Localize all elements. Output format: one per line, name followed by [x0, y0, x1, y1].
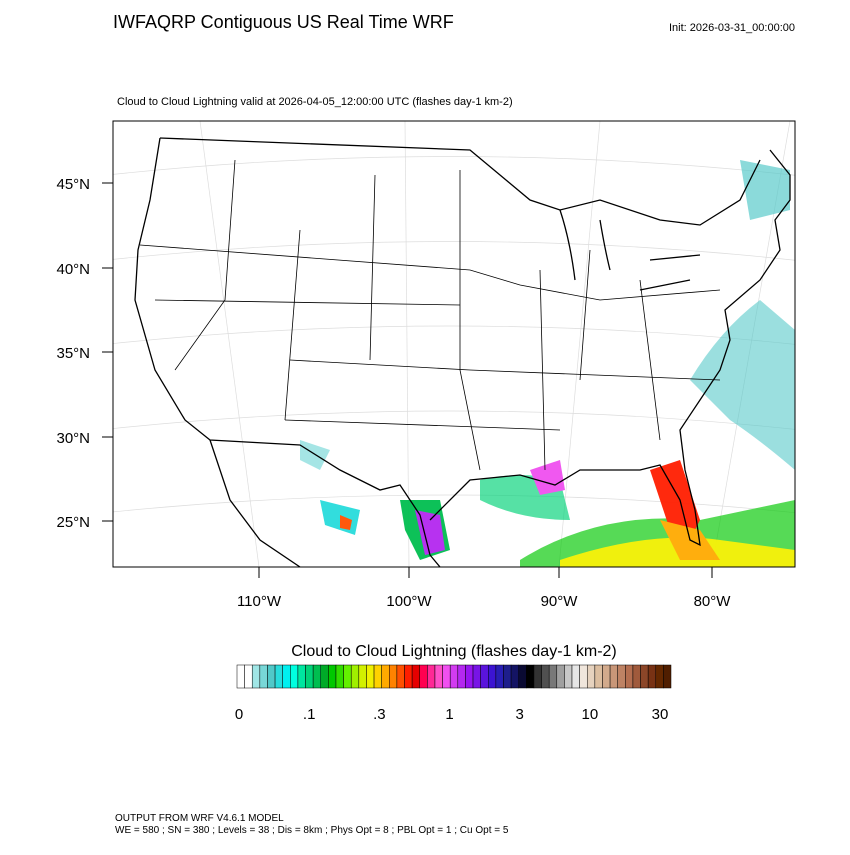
color-box [282, 664, 291, 689]
color-box [358, 664, 367, 689]
state-borders [139, 159, 721, 471]
color-box [556, 664, 565, 689]
colorbar-title: Cloud to Cloud Lightning (flashes day-1 … [291, 643, 617, 660]
color-box [373, 664, 382, 689]
subtitle: Cloud to Cloud Lightning valid at 2026-0… [117, 96, 513, 108]
color-box [305, 664, 314, 689]
color-box [503, 664, 512, 689]
color-box [541, 664, 550, 689]
color-box [647, 664, 657, 689]
color-box [617, 664, 626, 689]
footer-line: WE = 580 ; SN = 380 ; Levels = 38 ; Dis … [115, 825, 509, 836]
color-box [366, 664, 375, 689]
color-box [488, 664, 497, 689]
color-box [632, 664, 641, 689]
lat-label: 40°N [56, 261, 90, 278]
color-box [449, 664, 459, 689]
color-box [404, 664, 413, 689]
lon-label: 110°W [237, 593, 282, 610]
lon-label: 90°W [541, 593, 579, 610]
color-box [290, 664, 299, 689]
color-box [655, 664, 664, 689]
color-box [594, 664, 603, 689]
color-box [427, 664, 436, 689]
color-box [465, 664, 474, 689]
color-box [579, 664, 588, 689]
color-box [640, 664, 649, 689]
color-box [251, 664, 261, 689]
title: IWFAQRP Contiguous US Real Time WRF [113, 12, 454, 32]
color-box [510, 664, 519, 689]
color-box [350, 664, 360, 689]
lightning [300, 160, 795, 567]
lat-label: 35°N [56, 345, 90, 362]
color-box [533, 664, 542, 689]
color-box [236, 664, 245, 689]
color-box [495, 664, 504, 689]
lon-ticks: 110°W 100°W 90°W 80°W [237, 567, 731, 610]
colorbar: 0 .1 .3 1 3 10 30 [235, 664, 672, 723]
map-frame [112, 120, 796, 568]
colorbar-label: 1 [445, 706, 453, 723]
lat-ticks: 45°N 40°N 35°N 30°N 25°N [56, 176, 113, 531]
color-box [442, 664, 451, 689]
color-box [480, 664, 489, 689]
color-box [335, 664, 344, 689]
color-box [419, 664, 428, 689]
color-box [457, 664, 466, 689]
colorbar-label: .3 [373, 706, 386, 723]
footer-line: OUTPUT FROM WRF V4.6.1 MODEL [115, 813, 284, 824]
colorbar-label: .1 [303, 706, 316, 723]
color-box [434, 664, 443, 689]
color-box [602, 664, 611, 689]
color-box [328, 664, 337, 689]
color-box [571, 664, 580, 689]
lat-label: 25°N [56, 514, 90, 531]
color-box [381, 664, 390, 689]
map [113, 121, 795, 567]
colorbar-label: 0 [235, 706, 243, 723]
init-time: Init: 2026-03-31_00:00:00 [669, 22, 795, 34]
color-box [411, 664, 420, 689]
color-box [472, 664, 481, 689]
color-box [320, 664, 329, 689]
lon-label: 80°W [694, 593, 732, 610]
color-box [267, 664, 276, 689]
lat-label: 45°N [56, 176, 90, 193]
color-box [625, 664, 634, 689]
lat-label: 30°N [56, 430, 90, 447]
color-box [244, 664, 253, 689]
color-box [564, 664, 573, 689]
color-box [297, 664, 306, 689]
color-box [343, 664, 352, 689]
color-box [312, 664, 322, 689]
color-box [526, 664, 535, 689]
color-box [609, 664, 618, 689]
color-box [663, 664, 672, 689]
colorbar-label: 3 [515, 706, 523, 723]
color-box [389, 664, 398, 689]
color-box [518, 664, 527, 689]
color-box [548, 664, 558, 689]
color-box [259, 664, 268, 689]
coastline [134, 137, 791, 567]
color-box [274, 664, 283, 689]
color-box [586, 664, 596, 689]
colorbar-label: 30 [652, 706, 669, 723]
lon-label: 100°W [386, 593, 432, 610]
color-box [396, 664, 405, 689]
colorbar-label: 10 [581, 706, 598, 723]
